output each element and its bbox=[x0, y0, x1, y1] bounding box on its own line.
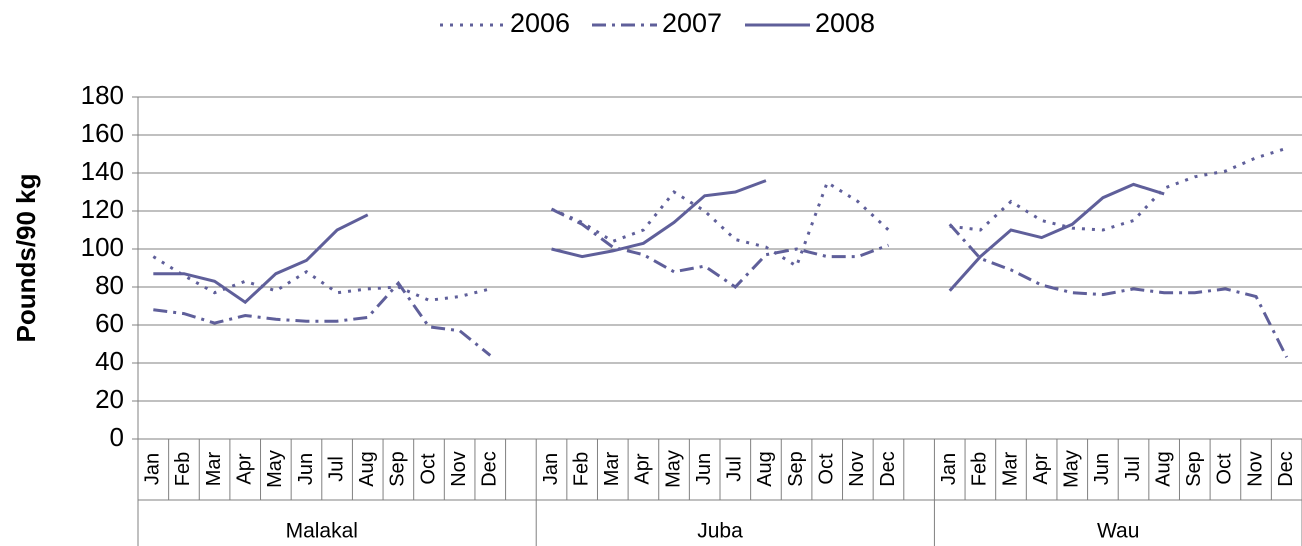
legend-label: 2006 bbox=[510, 8, 570, 38]
series-line bbox=[550, 207, 889, 289]
x-tick-label: Nov bbox=[846, 451, 868, 487]
series-line bbox=[153, 280, 492, 357]
x-tick-label: Jan bbox=[938, 453, 960, 485]
y-tick-label: 180 bbox=[81, 80, 124, 110]
x-tick-label: Jan bbox=[540, 453, 562, 485]
series-line bbox=[152, 255, 491, 302]
x-tick-label: Jan bbox=[142, 453, 164, 485]
y-tick-label: 140 bbox=[81, 156, 124, 186]
group-label: Malakal bbox=[286, 520, 358, 543]
x-tick-label: Dec bbox=[479, 451, 501, 487]
x-tick-label: Sep bbox=[785, 451, 807, 487]
x-tick-label: Nov bbox=[1244, 451, 1266, 487]
x-tick-label: Feb bbox=[570, 452, 592, 486]
x-tick-label: Nov bbox=[448, 451, 470, 487]
y-tick-label: 160 bbox=[81, 118, 124, 148]
series-line bbox=[153, 213, 369, 305]
y-tick-label: 20 bbox=[95, 384, 124, 414]
x-tick-label: Jul bbox=[1122, 456, 1144, 482]
y-tick-label: 60 bbox=[95, 308, 124, 338]
group-label: Juba bbox=[697, 520, 743, 543]
x-tick-label: Mar bbox=[203, 451, 225, 486]
series-line bbox=[949, 146, 1288, 232]
x-tick-label: Mar bbox=[999, 451, 1021, 486]
x-tick-label: Apr bbox=[1030, 453, 1052, 484]
y-tick-label: 80 bbox=[95, 270, 124, 300]
x-tick-label: May bbox=[1061, 450, 1083, 488]
x-tick-label: May bbox=[264, 450, 286, 488]
x-tick-label: Oct bbox=[1214, 453, 1236, 485]
x-tick-label: Oct bbox=[815, 453, 837, 485]
x-tick-label: Jul bbox=[724, 456, 746, 482]
x-tick-label: Mar bbox=[601, 451, 623, 486]
x-tick-label: Feb bbox=[172, 452, 194, 486]
x-tick-label: Feb bbox=[969, 452, 991, 486]
series-line bbox=[551, 179, 767, 259]
x-tick-label: Sep bbox=[387, 451, 409, 487]
series-line bbox=[948, 223, 1289, 358]
legend-label: 2007 bbox=[662, 8, 722, 38]
x-tick-label: Aug bbox=[754, 451, 776, 487]
x-tick-label: Jul bbox=[325, 456, 347, 482]
x-tick-label: Sep bbox=[1183, 451, 1205, 487]
x-tick-label: Oct bbox=[417, 453, 439, 485]
series-line bbox=[948, 182, 1165, 292]
x-tick-label: Apr bbox=[233, 453, 255, 484]
y-tick-label: 0 bbox=[110, 422, 124, 452]
group-label: Wau bbox=[1097, 520, 1139, 543]
y-tick-label: 100 bbox=[81, 232, 124, 262]
x-tick-label: Aug bbox=[356, 451, 378, 487]
x-tick-label: Aug bbox=[1152, 451, 1174, 487]
x-tick-label: Jun bbox=[1091, 453, 1113, 485]
x-tick-label: Apr bbox=[632, 453, 654, 484]
x-tick-label: May bbox=[662, 450, 684, 488]
y-axis-label: Pounds/90 kg bbox=[11, 173, 41, 342]
x-tick-label: Dec bbox=[877, 451, 899, 487]
y-tick-label: 120 bbox=[81, 194, 124, 224]
series-line bbox=[550, 180, 890, 269]
legend-label: 2008 bbox=[815, 8, 875, 38]
x-tick-label: Dec bbox=[1275, 451, 1297, 487]
x-tick-label: Jun bbox=[295, 453, 317, 485]
x-tick-label: Jun bbox=[693, 453, 715, 485]
y-tick-label: 40 bbox=[95, 346, 124, 376]
